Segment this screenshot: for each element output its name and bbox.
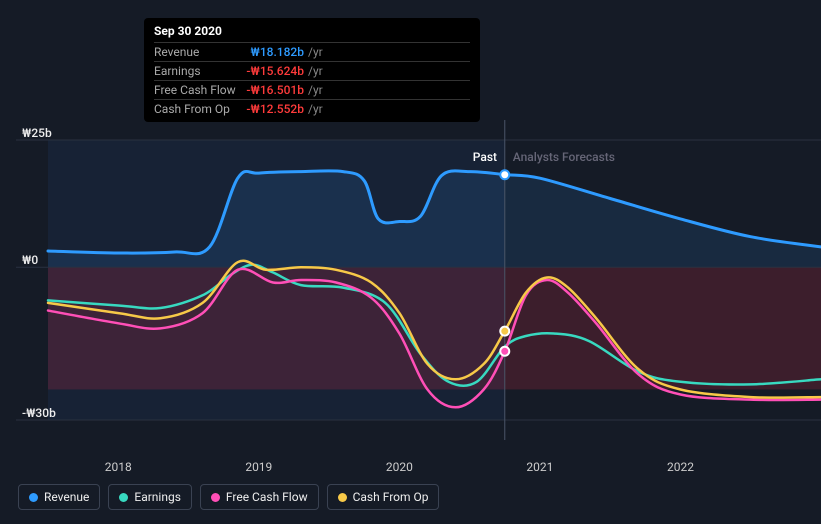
legend-dot-icon [338,493,347,502]
y-tick-label: ₩0 [22,253,38,267]
legend-label: Revenue [44,490,89,504]
tooltip-value: -₩15.624b [244,64,304,78]
y-tick-label: -₩30b [22,406,56,420]
legend-item-earnings[interactable]: Earnings [108,484,192,510]
legend-item-revenue[interactable]: Revenue [18,484,100,510]
legend-dot-icon [119,493,128,502]
section-label-forecast: Analysts Forecasts [513,150,615,164]
tooltip-value: ₩18.182b [244,45,304,59]
section-label-past: Past [473,150,497,164]
tooltip-label: Free Cash Flow [154,83,244,97]
tooltip-suffix: /yr [308,83,323,97]
legend-item-fcf[interactable]: Free Cash Flow [200,484,319,510]
y-tick-label: ₩25b [22,126,52,140]
tooltip-label: Revenue [154,45,244,59]
tooltip-date: Sep 30 2020 [154,24,470,42]
tooltip-row: Cash From Op-₩12.552b/yr [154,99,470,118]
x-tick-label: 2022 [667,460,694,474]
legend-item-cashop[interactable]: Cash From Op [327,484,440,510]
tooltip-rows: Revenue₩18.182b/yrEarnings-₩15.624b/yrFr… [154,42,470,118]
chart-tooltip: Sep 30 2020 Revenue₩18.182b/yrEarnings-₩… [144,18,480,122]
tooltip-value: -₩16.501b [244,83,304,97]
tooltip-suffix: /yr [308,102,323,116]
x-tick-label: 2020 [386,460,413,474]
x-tick-label: 2019 [245,460,272,474]
tooltip-row: Earnings-₩15.624b/yr [154,61,470,80]
tooltip-label: Earnings [154,64,244,78]
tooltip-row: Free Cash Flow-₩16.501b/yr [154,80,470,99]
legend-label: Earnings [134,490,181,504]
legend-label: Free Cash Flow [226,490,308,504]
legend-dot-icon [211,493,220,502]
tooltip-suffix: /yr [308,45,323,59]
tooltip-row: Revenue₩18.182b/yr [154,42,470,61]
legend-label: Cash From Op [353,490,429,504]
financials-chart [16,120,821,440]
tooltip-suffix: /yr [308,64,323,78]
tooltip-label: Cash From Op [154,102,244,116]
x-tick-label: 2021 [526,460,553,474]
chart-legend: Revenue Earnings Free Cash Flow Cash From O… [18,484,439,510]
x-tick-label: 2018 [105,460,132,474]
legend-dot-icon [29,493,38,502]
tooltip-value: -₩12.552b [244,102,304,116]
